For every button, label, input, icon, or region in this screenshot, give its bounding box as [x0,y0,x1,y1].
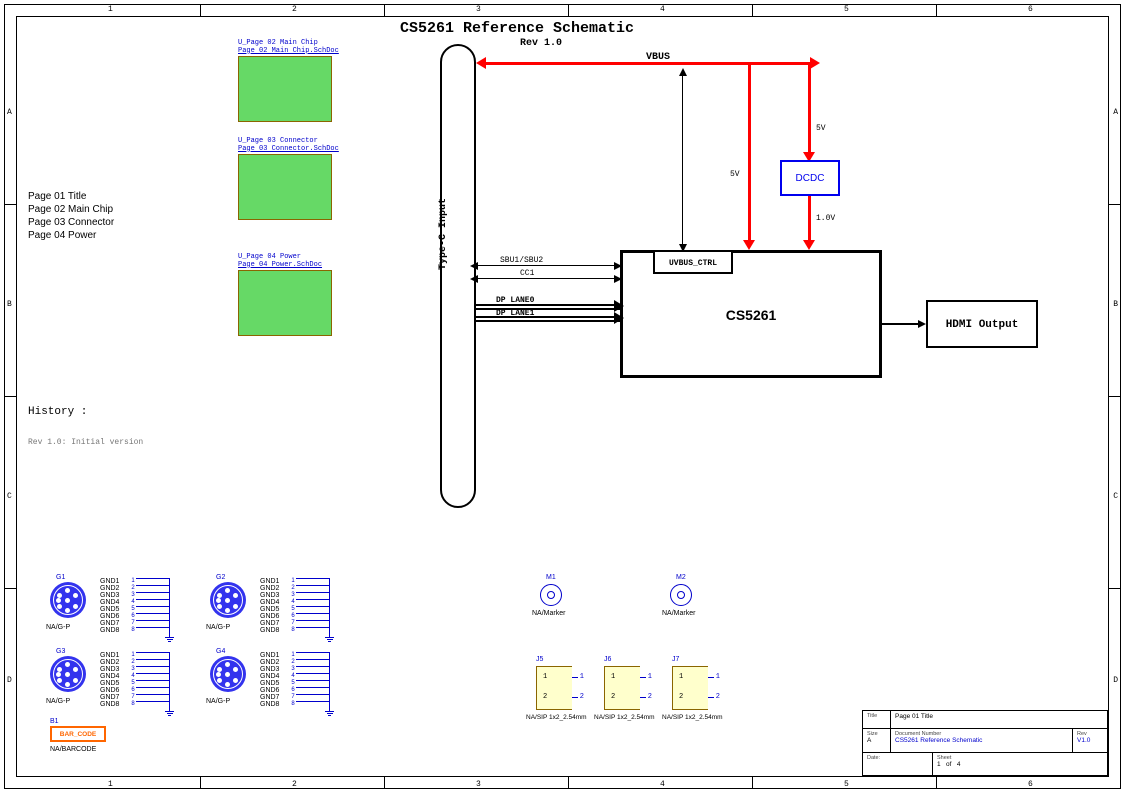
sheet-ref-connector [238,154,332,220]
sheet-border-inner [16,16,1109,777]
marker-icon [670,584,692,606]
marker-icon [540,584,562,606]
round-connector-icon [210,656,246,692]
cs5261-block: UVBUS_CTRL CS5261 [620,250,882,378]
sip-header: 12 12 [536,666,572,710]
barcode-symbol: BAR_CODE [50,726,106,742]
cs5261-name: CS5261 [623,307,879,323]
history-text: Rev 1.0: Initial version [28,438,143,447]
round-connector-icon [50,582,86,618]
title-block: Title Page 01 Title SizeA Document Numbe… [862,710,1108,776]
history-heading: History : [28,406,87,418]
dcdc-block: DCDC [780,160,840,196]
round-connector-icon [210,582,246,618]
schematic-revision: Rev 1.0 [520,38,562,49]
sip-header: 12 12 [672,666,708,710]
typec-label: Type-C Input [438,198,449,270]
sip-header: 12 12 [604,666,640,710]
sheet-ref-main-chip [238,56,332,122]
hdmi-output-block: HDMI Output [926,300,1038,348]
sheet-ref-power [238,270,332,336]
schematic-title: CS5261 Reference Schematic [400,20,634,37]
round-connector-icon [50,656,86,692]
uvbus-ctrl-label: UVBUS_CTRL [653,250,733,274]
page-list: Page 01 Title Page 02 Main Chip Page 03 … [28,190,114,242]
